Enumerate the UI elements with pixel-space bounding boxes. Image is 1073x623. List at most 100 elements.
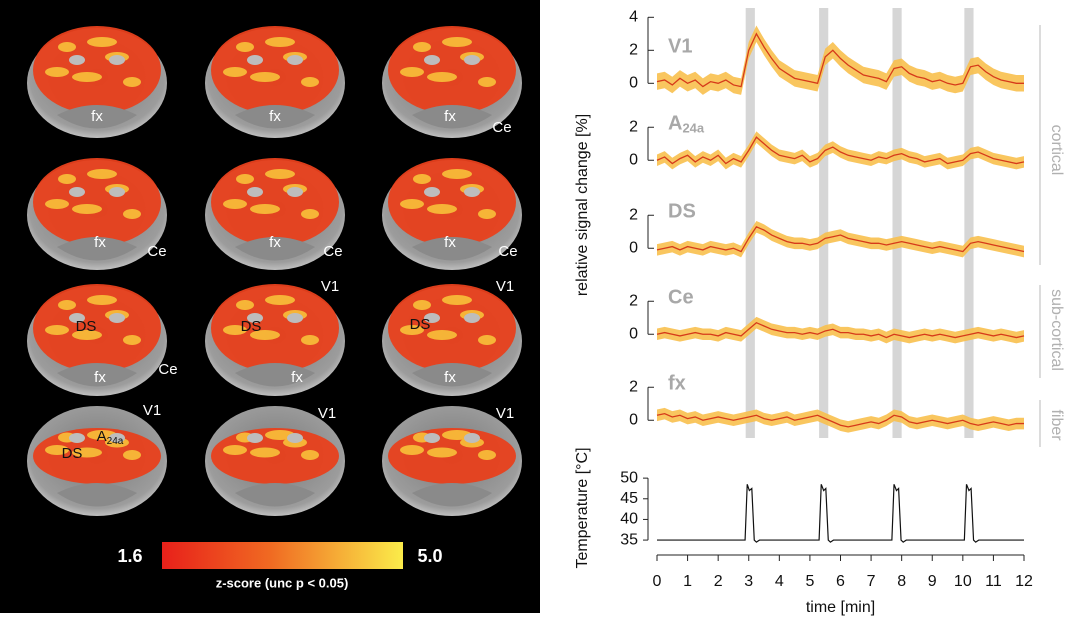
ventricle xyxy=(69,187,85,197)
activation-hotspot xyxy=(58,174,76,184)
activation-hotspot xyxy=(58,300,76,310)
activation-hotspot xyxy=(400,199,424,209)
ventricle xyxy=(69,55,85,65)
activation-hotspot xyxy=(413,42,431,52)
brain-slice: V1 DS fx xyxy=(382,278,522,396)
activation-hotspot xyxy=(87,295,117,305)
activation-hotspot xyxy=(427,330,457,340)
signal-line xyxy=(656,136,1025,165)
panel-title-main: DS xyxy=(668,201,696,223)
activation-hotspot xyxy=(427,72,457,82)
activation-hotspot xyxy=(301,450,319,460)
x-tick-label: 0 xyxy=(653,573,662,590)
activation-hotspot xyxy=(250,72,280,82)
brain-slice: fx xyxy=(205,26,345,138)
error-band xyxy=(657,407,1024,433)
ventricle xyxy=(424,55,440,65)
ventricle xyxy=(69,433,85,443)
panel-title-main: fx xyxy=(668,373,686,395)
region-label: Ce xyxy=(323,243,342,260)
ventricle xyxy=(109,313,125,323)
region-label: V1 xyxy=(496,278,514,295)
y-tick-label: 0 xyxy=(629,75,638,92)
ventricle xyxy=(464,433,480,443)
x-tick-label: 11 xyxy=(985,573,1002,590)
activation-hotspot xyxy=(413,300,431,310)
brainstem xyxy=(57,105,137,129)
colorbar xyxy=(162,542,403,569)
panel-title-main: Ce xyxy=(668,287,694,309)
activation-hotspot xyxy=(413,174,431,184)
ventricle xyxy=(247,55,263,65)
activation-hotspot xyxy=(301,335,319,345)
temperature-line xyxy=(657,484,1024,543)
panel-title-main: V1 xyxy=(668,36,692,58)
region-label: Ce xyxy=(492,119,511,136)
region-label: Ce xyxy=(498,243,517,260)
ventricle xyxy=(464,187,480,197)
y-tick-label: 45 xyxy=(620,490,638,507)
region-label: fx xyxy=(269,234,281,251)
activation-hotspot xyxy=(223,325,247,335)
activation-hotspot xyxy=(45,325,69,335)
brainstem xyxy=(57,483,137,507)
region-label: V1 xyxy=(143,402,161,419)
activation-hotspot xyxy=(265,295,295,305)
activation-hotspot xyxy=(223,67,247,77)
y-tick-label: 50 xyxy=(620,469,638,486)
activation-hotspot xyxy=(123,450,141,460)
activation-hotspot xyxy=(236,42,254,52)
activation-hotspot xyxy=(442,169,472,179)
x-tick-label: 9 xyxy=(928,573,937,590)
y-tick-label: 2 xyxy=(629,118,638,135)
group-label: fiber xyxy=(1048,409,1065,441)
activation-hotspot xyxy=(45,445,69,455)
region-label: fx xyxy=(444,108,456,125)
ventricle xyxy=(464,313,480,323)
region-label-sub: 24a xyxy=(107,436,124,447)
error-band xyxy=(657,316,1024,344)
region-label-main: A xyxy=(97,428,107,445)
region-label: V1 xyxy=(318,405,336,422)
activation-hotspot xyxy=(236,300,254,310)
x-axis-label: time [min] xyxy=(806,599,875,616)
x-tick-label: 8 xyxy=(897,573,906,590)
ventricle xyxy=(464,55,480,65)
brain-slice: V1 xyxy=(382,405,522,516)
activation-hotspot xyxy=(250,447,280,458)
colorbar-min: 1.6 xyxy=(117,546,142,566)
ventricle xyxy=(109,55,125,65)
region-label: fx xyxy=(444,234,456,251)
x-tick-label: 1 xyxy=(683,573,692,590)
ventricle xyxy=(424,433,440,443)
region-label: DS xyxy=(241,318,262,335)
activation-hotspot xyxy=(72,204,102,214)
region-label: fx xyxy=(91,108,103,125)
ventricle xyxy=(247,187,263,197)
brain-slice: V1 xyxy=(205,405,345,516)
y-tick-label: 2 xyxy=(629,292,638,309)
region-label: DS xyxy=(62,445,83,462)
y-tick-label: 40 xyxy=(620,511,638,528)
activation-hotspot xyxy=(442,37,472,47)
y-tick-label: 35 xyxy=(620,531,638,548)
activation-hotspot xyxy=(301,77,319,87)
signal-line xyxy=(656,32,1024,88)
panel-title-main: A xyxy=(668,113,682,135)
ventricle xyxy=(424,313,440,323)
x-tick-label: 10 xyxy=(954,573,972,590)
region-label: V1 xyxy=(321,278,339,295)
brain-slice: fx Ce xyxy=(27,158,167,270)
activation-hotspot xyxy=(442,295,472,305)
ventricle xyxy=(109,433,125,443)
activation-hotspot xyxy=(250,330,280,340)
x-tick-label: 2 xyxy=(714,573,723,590)
y-tick-label: 0 xyxy=(629,239,638,256)
error-band xyxy=(657,25,1024,95)
panel-title: DS xyxy=(668,201,696,223)
y-tick-label: 2 xyxy=(629,206,638,223)
panel-title: fx xyxy=(668,373,686,395)
brain-slice: fx Ce xyxy=(382,26,522,138)
